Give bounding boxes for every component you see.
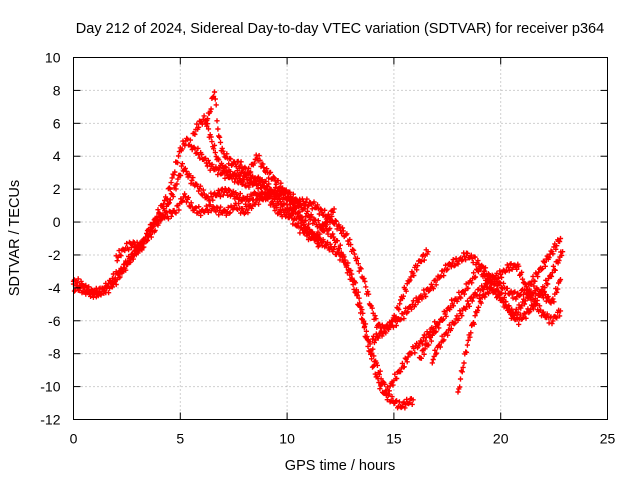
y-tick-label: -6: [48, 313, 61, 329]
chart-title: Day 212 of 2024, Sidereal Day-to-day VTE…: [76, 21, 604, 37]
y-tick-label: 2: [53, 181, 61, 197]
data-point-markers: [369, 235, 564, 346]
data-point-markers: [455, 277, 564, 395]
series-track-e: [190, 113, 322, 250]
y-tick-label: -10: [40, 379, 60, 395]
data-point-markers: [190, 113, 322, 250]
series-track-c: [113, 185, 440, 394]
y-tick-label: 8: [53, 82, 61, 98]
y-tick-label: 6: [53, 115, 61, 131]
series-track-f: [369, 235, 564, 346]
x-tick-label: 5: [176, 431, 184, 447]
y-tick-label: -12: [40, 412, 60, 428]
series-track-h: [455, 277, 564, 395]
x-tick-label: 20: [493, 431, 509, 447]
y-axis-label: SDTVAR / TECUs: [7, 180, 23, 296]
y-tick-label: -4: [48, 280, 61, 296]
x-tick-label: 0: [70, 431, 78, 447]
y-tick-label: 10: [45, 50, 61, 66]
data-point-markers: [113, 185, 440, 394]
x-tick-label: 10: [279, 431, 295, 447]
y-tick-label: -2: [48, 247, 61, 263]
grid-lines: [73, 57, 608, 420]
plot-frame: [73, 57, 608, 420]
data-point-markers: [429, 261, 564, 366]
x-tick-labels: 0 5 10 15 20 25: [70, 431, 616, 447]
x-tick-label: 25: [600, 431, 616, 447]
x-axis-label: GPS time / hours: [285, 458, 395, 474]
x-tick-label: 15: [386, 431, 402, 447]
y-tick-label: -8: [48, 346, 61, 362]
y-tick-label: 4: [53, 148, 61, 164]
tick-marks: [73, 57, 608, 420]
y-tick-label: 0: [53, 214, 61, 230]
y-tick-labels: -12 -10 -8 -6 -4 -2 0 2 4 6 8 10: [40, 50, 60, 428]
series-track-i: [429, 261, 564, 366]
